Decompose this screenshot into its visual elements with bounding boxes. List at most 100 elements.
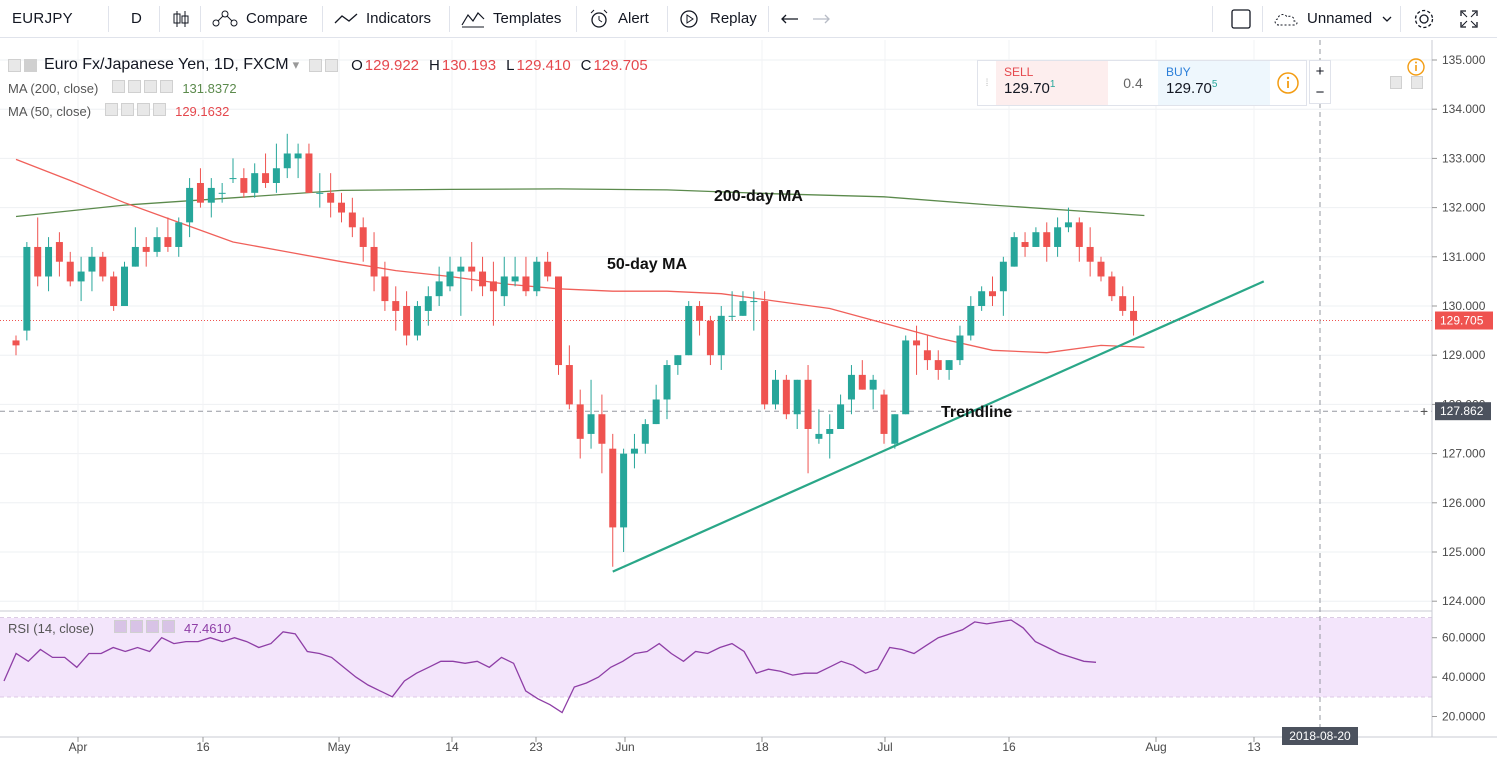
rsi-controls[interactable] xyxy=(113,620,178,636)
redo-button[interactable] xyxy=(812,0,830,37)
candle-body xyxy=(1064,222,1072,228)
ma200-legend[interactable]: MA (200, close) 131.8372 xyxy=(8,80,237,96)
ma50-legend[interactable]: MA (50, close) 129.1632 xyxy=(8,103,229,119)
crosshair-date-label: 2018-08-20 xyxy=(1289,729,1351,743)
collapse-legend-button[interactable] xyxy=(8,58,21,72)
candle-body xyxy=(262,173,270,183)
fullscreen-button[interactable] xyxy=(1459,0,1479,37)
eye-icon[interactable] xyxy=(309,58,323,72)
candle-body xyxy=(652,399,660,425)
price-tick-label: 125.000 xyxy=(1442,545,1486,559)
price-tick-label: 132.000 xyxy=(1442,201,1486,215)
templates-button[interactable]: Templates xyxy=(461,0,561,37)
candle-body xyxy=(338,202,345,213)
candle-body xyxy=(772,379,779,405)
drag-handle[interactable]: ⁞ xyxy=(985,77,989,89)
ma50-controls[interactable] xyxy=(105,103,169,119)
replay-button[interactable]: Replay xyxy=(678,0,757,37)
arrow-down-icon[interactable] xyxy=(1390,76,1402,89)
time-axis[interactable]: Apr 16 May 14 23 Jun 18 Jul 16 Aug 13 2018-08-20 xyxy=(0,727,1497,754)
alert-button[interactable]: Alert xyxy=(588,0,649,37)
symbol-search-button[interactable]: EURJPY xyxy=(12,0,73,37)
chart-style-button[interactable] xyxy=(172,0,190,37)
plus-icon[interactable]: + xyxy=(1315,63,1325,80)
layout-menu-button[interactable]: Unnamed xyxy=(1272,0,1394,37)
sell-button[interactable]: SELL 129.701 xyxy=(996,61,1108,105)
toolbar-divider xyxy=(1212,6,1213,32)
rsi-axis: 60.0000 40.0000 20.0000 xyxy=(1432,631,1486,724)
time-tick-label: Jun xyxy=(615,740,634,754)
rsi-legend[interactable]: RSI (14, close) 47.4610 xyxy=(8,620,231,636)
interval-label: D xyxy=(131,10,142,27)
candle-body xyxy=(522,276,530,292)
candle-body xyxy=(186,187,194,223)
scale-buttons[interactable] xyxy=(1390,76,1426,89)
candle-body xyxy=(164,237,172,247)
flag-icon[interactable] xyxy=(24,58,37,72)
candle-body xyxy=(620,453,628,528)
settings-button[interactable] xyxy=(1412,0,1436,37)
info-icon xyxy=(1277,72,1299,94)
arrow-down-icon[interactable] xyxy=(1411,76,1423,89)
candle-body xyxy=(457,266,465,272)
compare-button[interactable]: Compare xyxy=(212,0,308,37)
toolbar-divider xyxy=(1262,6,1263,32)
toolbar-divider xyxy=(1400,6,1401,32)
candle-body xyxy=(934,360,942,370)
grid xyxy=(0,40,1432,698)
square-icon xyxy=(1231,8,1251,29)
candle-body xyxy=(815,433,823,439)
rsi-tick-label: 40.0000 xyxy=(1442,670,1486,684)
crosshair-price-box xyxy=(1435,402,1491,421)
low-value: 129.410 xyxy=(516,56,571,74)
fullscreen-select-button[interactable] xyxy=(1230,0,1252,37)
buy-pip: 5 xyxy=(1211,79,1218,90)
trendline[interactable] xyxy=(612,280,1265,573)
candle-body xyxy=(847,374,855,400)
undo-button[interactable] xyxy=(781,0,799,37)
price-tick-label: 130.000 xyxy=(1442,299,1486,313)
toolbar-divider xyxy=(108,6,109,32)
ma200-line xyxy=(15,188,1145,218)
ma50-label: MA (50, close) xyxy=(8,103,92,119)
candle-body xyxy=(359,227,367,247)
ma200-controls[interactable] xyxy=(112,80,176,96)
gear-icon[interactable] xyxy=(325,58,339,72)
candle-body xyxy=(77,271,85,282)
price-axis[interactable]: 135.000 134.000 133.000 132.000 131.000 130.0… xyxy=(1431,40,1493,737)
rsi-tick-label: 20.0000 xyxy=(1442,710,1486,724)
candle-body xyxy=(468,266,476,272)
annotation-trendline: Trendline xyxy=(941,404,1012,421)
candle-body xyxy=(598,414,606,444)
toolbar-divider xyxy=(200,6,201,32)
sell-pip: 1 xyxy=(1049,79,1056,90)
layout-name: Unnamed xyxy=(1307,10,1373,27)
alert-indicator[interactable] xyxy=(1405,56,1427,83)
candle-body xyxy=(674,355,682,366)
buy-button[interactable]: BUY 129.705 xyxy=(1158,61,1270,105)
candle-body xyxy=(685,306,693,356)
alarm-clock-icon xyxy=(590,9,608,28)
toolbar-divider xyxy=(322,6,323,32)
last-price-label: 129.705 xyxy=(1440,314,1484,328)
quantity-stepper[interactable]: + − xyxy=(1309,60,1331,104)
candle-body xyxy=(1032,232,1040,247)
candle-body xyxy=(489,281,497,292)
info-button[interactable] xyxy=(1270,61,1306,105)
ma50-line xyxy=(15,158,1145,354)
candle-body xyxy=(413,306,421,336)
ma200-label: MA (200, close) xyxy=(8,80,99,96)
compare-label: Compare xyxy=(246,10,308,27)
open-value: 129.922 xyxy=(364,56,420,74)
symbol-label: EURJPY xyxy=(12,10,73,27)
price-tick-label: 127.000 xyxy=(1442,447,1486,461)
candle-body xyxy=(858,374,866,390)
interval-button[interactable]: D xyxy=(131,0,142,37)
candle-body xyxy=(1075,222,1083,247)
indicators-button[interactable]: Indicators xyxy=(334,0,431,37)
minus-icon[interactable]: − xyxy=(1315,84,1325,101)
candle-body xyxy=(837,404,845,429)
candle-body xyxy=(34,246,42,277)
chevron-down-icon[interactable]: ▾ xyxy=(292,57,300,72)
